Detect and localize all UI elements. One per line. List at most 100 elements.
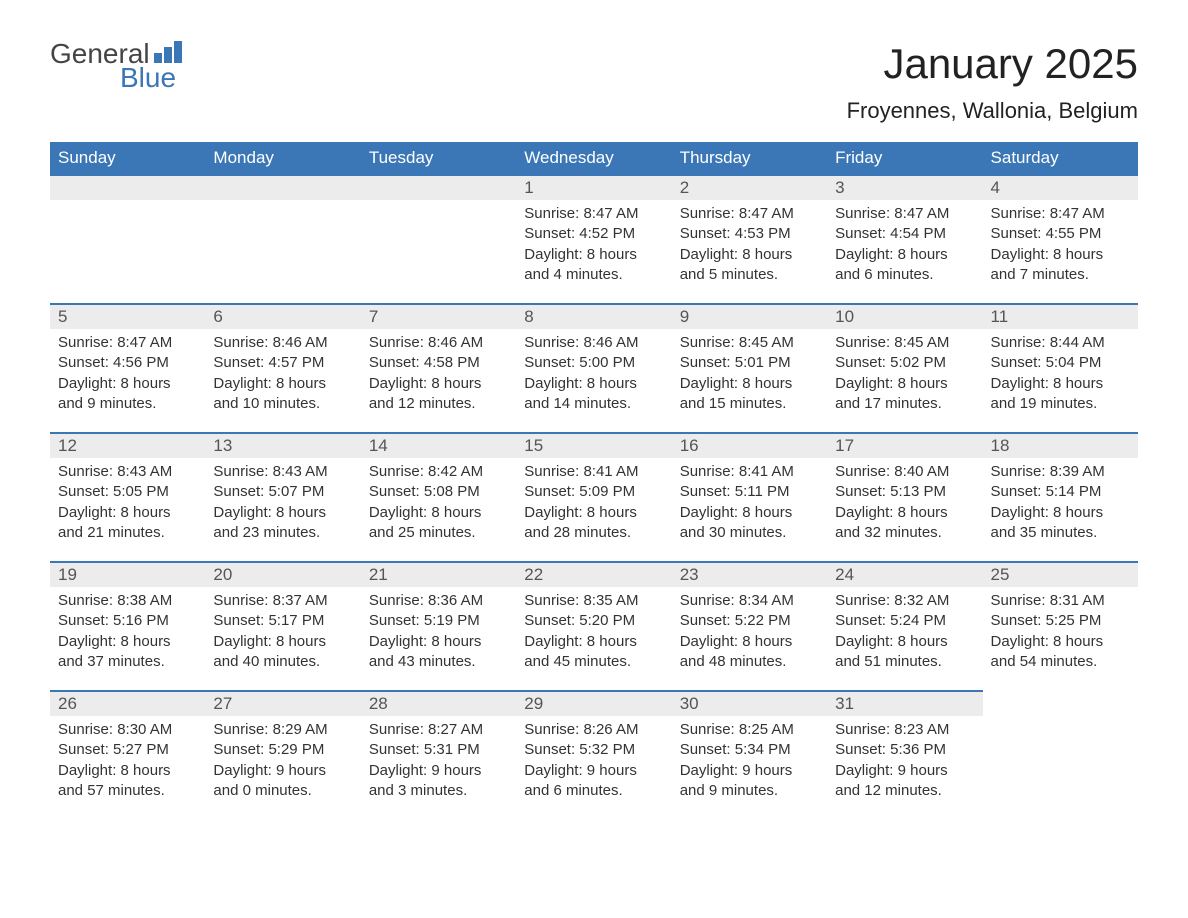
sunset-text: Sunset: 4:54 PM bbox=[835, 224, 974, 244]
sunset-text: Sunset: 5:14 PM bbox=[991, 482, 1130, 502]
date-number: 3 bbox=[827, 174, 982, 200]
sunrise-text: Sunrise: 8:44 AM bbox=[991, 333, 1130, 353]
day-cell: 29Sunrise: 8:26 AMSunset: 5:32 PMDayligh… bbox=[516, 690, 671, 819]
sunset-text: Sunset: 5:20 PM bbox=[524, 611, 663, 631]
daylight-text: Daylight: 8 hours and 32 minutes. bbox=[835, 503, 974, 544]
sunset-text: Sunset: 5:34 PM bbox=[680, 740, 819, 760]
logo-bars-icon bbox=[154, 41, 182, 63]
day-cell: 28Sunrise: 8:27 AMSunset: 5:31 PMDayligh… bbox=[361, 690, 516, 819]
day-cell: 17 Sunrise: 8:40 AMSunset: 5:13 PMDayligh… bbox=[827, 432, 982, 561]
sunrise-text: Sunrise: 8:39 AM bbox=[991, 462, 1130, 482]
sunset-text: Sunset: 5:08 PM bbox=[369, 482, 508, 502]
week-row: 19Sunrise: 8:38 AMSunset: 5:16 PMDayligh… bbox=[50, 561, 1138, 690]
day-cell: 11Sunrise: 8:44 AMSunset: 5:04 PMDayligh… bbox=[983, 303, 1138, 432]
sunrise-text: Sunrise: 8:45 AM bbox=[835, 333, 974, 353]
daylight-text: Daylight: 9 hours and 9 minutes. bbox=[680, 761, 819, 802]
day-cell: 22Sunrise: 8:35 AMSunset: 5:20 PMDayligh… bbox=[516, 561, 671, 690]
weekday-cell: Friday bbox=[827, 142, 982, 174]
logo: General Blue bbox=[50, 40, 182, 92]
sunrise-text: Sunrise: 8:38 AM bbox=[58, 591, 197, 611]
date-number: 25 bbox=[983, 561, 1138, 587]
day-body: Sunrise: 8:36 AMSunset: 5:19 PMDaylight:… bbox=[361, 587, 516, 690]
daylight-text: Daylight: 8 hours and 17 minutes. bbox=[835, 374, 974, 415]
date-number: 10 bbox=[827, 303, 982, 329]
sunset-text: Sunset: 5:31 PM bbox=[369, 740, 508, 760]
daylight-text: Daylight: 8 hours and 14 minutes. bbox=[524, 374, 663, 415]
date-number: 19 bbox=[50, 561, 205, 587]
day-cell: 9Sunrise: 8:45 AMSunset: 5:01 PMDaylight… bbox=[672, 303, 827, 432]
day-body: Sunrise: 8:44 AMSunset: 5:04 PMDaylight:… bbox=[983, 329, 1138, 432]
day-body: Sunrise: 8:42 AMSunset: 5:08 PMDaylight:… bbox=[361, 458, 516, 561]
day-cell: 3Sunrise: 8:47 AMSunset: 4:54 PMDaylight… bbox=[827, 174, 982, 303]
day-body: Sunrise: 8:41 AMSunset: 5:09 PMDaylight:… bbox=[516, 458, 671, 561]
day-cell: 4Sunrise: 8:47 AMSunset: 4:55 PMDaylight… bbox=[983, 174, 1138, 303]
sunrise-text: Sunrise: 8:47 AM bbox=[58, 333, 197, 353]
daylight-text: Daylight: 8 hours and 54 minutes. bbox=[991, 632, 1130, 673]
sunrise-text: Sunrise: 8:41 AM bbox=[524, 462, 663, 482]
sunset-text: Sunset: 5:16 PM bbox=[58, 611, 197, 631]
calendar: Sunday Monday Tuesday Wednesday Thursday… bbox=[50, 142, 1138, 819]
location: Froyennes, Wallonia, Belgium bbox=[847, 98, 1138, 124]
sunrise-text: Sunrise: 8:40 AM bbox=[835, 462, 974, 482]
day-cell: 27Sunrise: 8:29 AMSunset: 5:29 PMDayligh… bbox=[205, 690, 360, 819]
daylight-text: Daylight: 8 hours and 43 minutes. bbox=[369, 632, 508, 673]
day-body: Sunrise: 8:38 AMSunset: 5:16 PMDaylight:… bbox=[50, 587, 205, 690]
sunrise-text: Sunrise: 8:37 AM bbox=[213, 591, 352, 611]
date-number: . bbox=[205, 174, 360, 200]
daylight-text: Daylight: 8 hours and 7 minutes. bbox=[991, 245, 1130, 286]
logo-text-blue: Blue bbox=[120, 64, 182, 92]
day-body: Sunrise: 8:47 AMSunset: 4:54 PMDaylight:… bbox=[827, 200, 982, 303]
sunset-text: Sunset: 5:13 PM bbox=[835, 482, 974, 502]
sunrise-text: Sunrise: 8:47 AM bbox=[835, 204, 974, 224]
sunrise-text: Sunrise: 8:31 AM bbox=[991, 591, 1130, 611]
daylight-text: Daylight: 8 hours and 51 minutes. bbox=[835, 632, 974, 673]
sunset-text: Sunset: 5:25 PM bbox=[991, 611, 1130, 631]
sunrise-text: Sunrise: 8:32 AM bbox=[835, 591, 974, 611]
day-cell: 23Sunrise: 8:34 AMSunset: 5:22 PMDayligh… bbox=[672, 561, 827, 690]
day-body: Sunrise: 8:39 AMSunset: 5:14 PMDaylight:… bbox=[983, 458, 1138, 561]
sunset-text: Sunset: 5:11 PM bbox=[680, 482, 819, 502]
day-body: Sunrise: 8:32 AMSunset: 5:24 PMDaylight:… bbox=[827, 587, 982, 690]
day-body: Sunrise: 8:23 AMSunset: 5:36 PMDaylight:… bbox=[827, 716, 982, 819]
day-cell: 6Sunrise: 8:46 AMSunset: 4:57 PMDaylight… bbox=[205, 303, 360, 432]
date-number: 31 bbox=[827, 690, 982, 716]
sunset-text: Sunset: 5:22 PM bbox=[680, 611, 819, 631]
daylight-text: Daylight: 8 hours and 30 minutes. bbox=[680, 503, 819, 544]
day-cell: 30Sunrise: 8:25 AMSunset: 5:34 PMDayligh… bbox=[672, 690, 827, 819]
sunset-text: Sunset: 4:56 PM bbox=[58, 353, 197, 373]
date-number: . bbox=[361, 174, 516, 200]
sunrise-text: Sunrise: 8:25 AM bbox=[680, 720, 819, 740]
day-cell: 14Sunrise: 8:42 AMSunset: 5:08 PMDayligh… bbox=[361, 432, 516, 561]
daylight-text: Daylight: 8 hours and 6 minutes. bbox=[835, 245, 974, 286]
date-number: 14 bbox=[361, 432, 516, 458]
day-cell: . bbox=[983, 690, 1138, 819]
daylight-text: Daylight: 9 hours and 0 minutes. bbox=[213, 761, 352, 802]
day-body: Sunrise: 8:41 AMSunset: 5:11 PMDaylight:… bbox=[672, 458, 827, 561]
day-body: Sunrise: 8:35 AMSunset: 5:20 PMDaylight:… bbox=[516, 587, 671, 690]
sunrise-text: Sunrise: 8:47 AM bbox=[524, 204, 663, 224]
day-cell: 26Sunrise: 8:30 AMSunset: 5:27 PMDayligh… bbox=[50, 690, 205, 819]
day-cell: 7Sunrise: 8:46 AMSunset: 4:58 PMDaylight… bbox=[361, 303, 516, 432]
date-number: 21 bbox=[361, 561, 516, 587]
date-number: 22 bbox=[516, 561, 671, 587]
daylight-text: Daylight: 8 hours and 19 minutes. bbox=[991, 374, 1130, 415]
date-number: 17 bbox=[827, 432, 982, 458]
day-body: Sunrise: 8:27 AMSunset: 5:31 PMDaylight:… bbox=[361, 716, 516, 819]
sunrise-text: Sunrise: 8:30 AM bbox=[58, 720, 197, 740]
sunrise-text: Sunrise: 8:26 AM bbox=[524, 720, 663, 740]
day-cell: . bbox=[50, 174, 205, 303]
weekday-cell: Tuesday bbox=[361, 142, 516, 174]
date-number: 26 bbox=[50, 690, 205, 716]
title-block: January 2025 Froyennes, Wallonia, Belgiu… bbox=[847, 40, 1138, 124]
sunrise-text: Sunrise: 8:36 AM bbox=[369, 591, 508, 611]
day-body bbox=[983, 716, 1138, 738]
day-cell: 12Sunrise: 8:43 AMSunset: 5:05 PMDayligh… bbox=[50, 432, 205, 561]
daylight-text: Daylight: 9 hours and 6 minutes. bbox=[524, 761, 663, 802]
weekday-cell: Thursday bbox=[672, 142, 827, 174]
day-body: Sunrise: 8:47 AMSunset: 4:53 PMDaylight:… bbox=[672, 200, 827, 303]
weekday-row: Sunday Monday Tuesday Wednesday Thursday… bbox=[50, 142, 1138, 174]
date-number: 16 bbox=[672, 432, 827, 458]
day-body: Sunrise: 8:45 AMSunset: 5:01 PMDaylight:… bbox=[672, 329, 827, 432]
daylight-text: Daylight: 8 hours and 4 minutes. bbox=[524, 245, 663, 286]
sunset-text: Sunset: 5:32 PM bbox=[524, 740, 663, 760]
